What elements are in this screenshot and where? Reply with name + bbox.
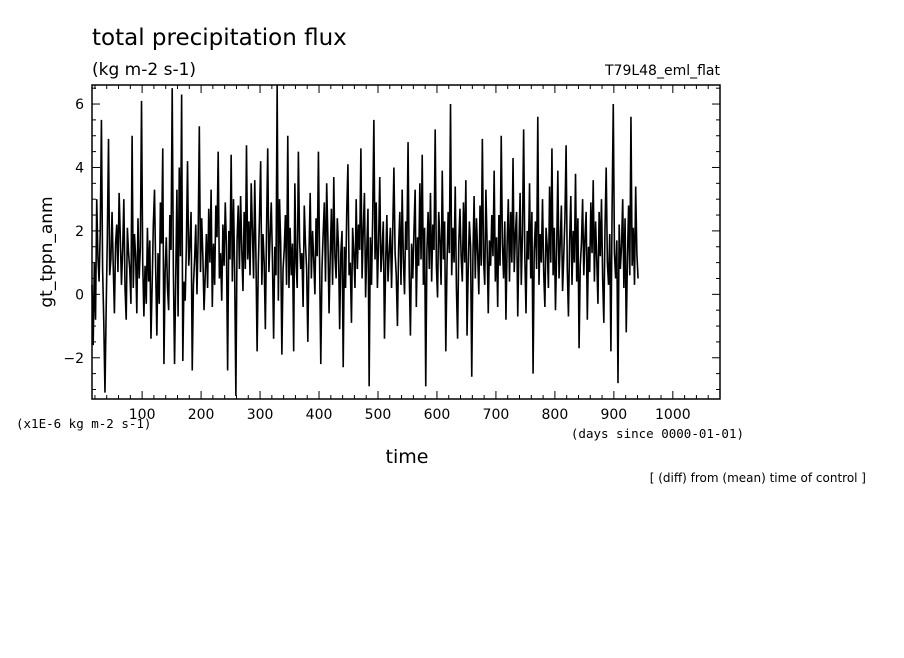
plot-frame (91, 84, 721, 400)
experiment-label: T79L48_eml_flat (604, 63, 721, 79)
y-tick-label: 0 (75, 287, 84, 303)
x-tick-label: 900 (600, 407, 627, 423)
y-tick-label: 4 (75, 160, 84, 176)
x-tick-label: 200 (188, 407, 215, 423)
y-tick-label: −2 (63, 351, 84, 367)
x-tick-label: 400 (306, 407, 333, 423)
x-tick-label: 300 (247, 407, 274, 423)
x-tick-label: 100 (129, 407, 156, 423)
footnote: [ (diff) from (mean) time of control ] (650, 471, 866, 485)
x-tick-label: 1000 (655, 407, 691, 423)
x-tick-label: 500 (365, 407, 392, 423)
data-layer (91, 84, 639, 396)
x-unit-label: (days since 0000-01-01) (571, 426, 744, 441)
plot-area: −2 0 2 4 6 100 200 300 400 500 600 700 800 900 1000 (63, 84, 721, 423)
y-unit-label: (x1E-6 kg m-2 s-1) (16, 416, 151, 431)
x-tick-label: 600 (424, 407, 451, 423)
y-tick-label: 6 (75, 97, 84, 113)
chart-subtitle: (kg m-2 s-1) (92, 60, 196, 80)
x-axis-label: time (386, 446, 429, 468)
chart-title: total precipitation flux (92, 25, 347, 51)
x-tick-label: 700 (483, 407, 510, 423)
series-line-0 (91, 84, 639, 396)
y-tick-label: 2 (75, 224, 84, 240)
x-tick-label: 800 (542, 407, 569, 423)
y-axis-label: gt_tppn_anm (37, 196, 57, 307)
